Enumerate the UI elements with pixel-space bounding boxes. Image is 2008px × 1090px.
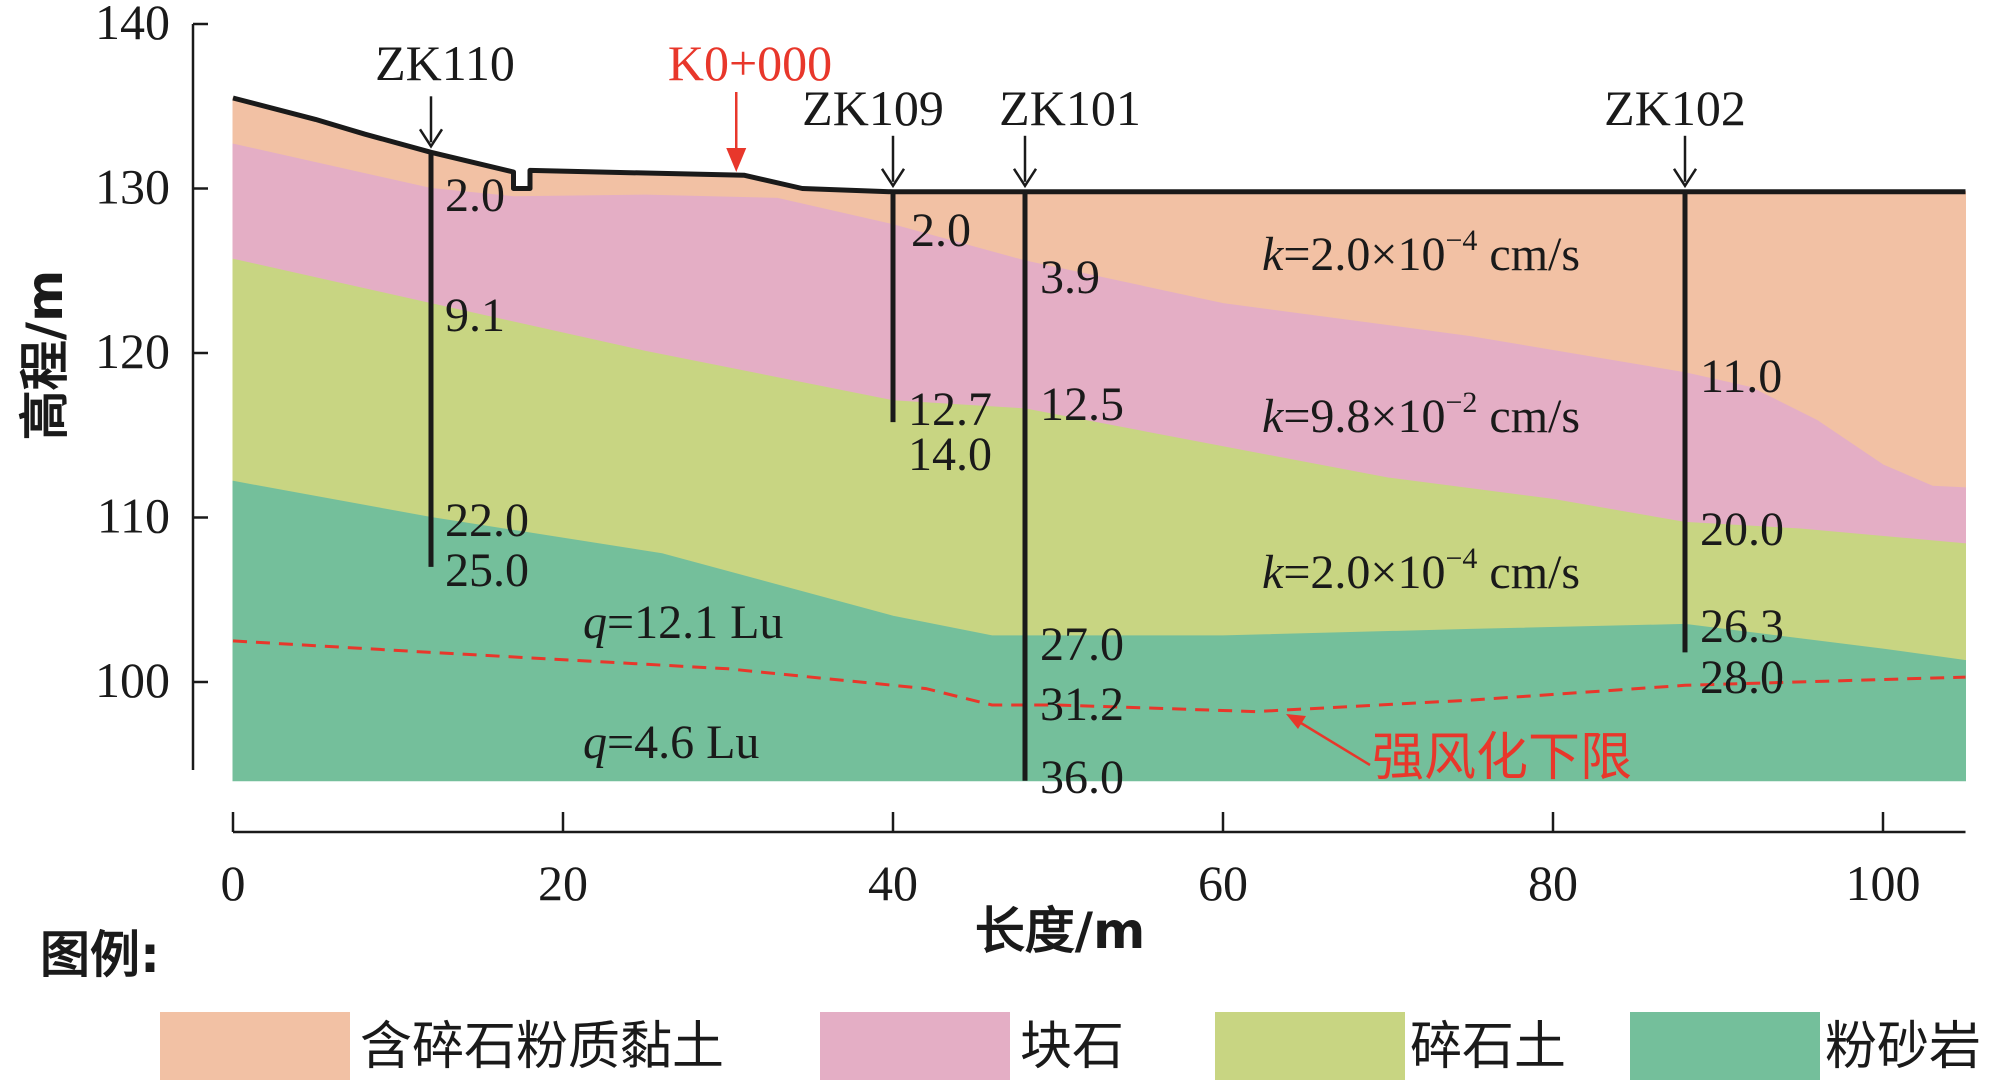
y-tick-label: 120: [95, 323, 170, 379]
boreholes-group: ZK110 2.0 9.1 22.025.0 ZK109 2.0 12.714.0 ZK101…: [375, 35, 1784, 804]
legend-swatch: [160, 1012, 350, 1080]
lugeon-annotation: q=12.1 Lu: [583, 596, 783, 649]
permeability-annotation: k=9.8×10−2 cm/s: [1262, 386, 1580, 443]
permeability-annotation: k=2.0×10−4 cm/s: [1262, 224, 1580, 281]
weathering-limit-group: 强风化下限: [232, 639, 1966, 788]
x-tick-label: 80: [1528, 855, 1578, 911]
strata-layers: [232, 97, 1966, 782]
permeability-annotation: k=2.0×10−4 cm/s: [1262, 542, 1580, 599]
depth-label: 31.2: [1040, 678, 1124, 731]
depth-label: 2.0: [911, 204, 971, 257]
depth-label: 14.0: [908, 428, 992, 481]
x-tick-label: 0: [221, 855, 246, 911]
depth-label: 36.0: [1040, 751, 1124, 804]
depth-label: 25.0: [445, 544, 529, 597]
chainage-arrowhead: [726, 148, 747, 172]
legend-swatch: [1215, 1012, 1405, 1080]
legend-label: 粉砂岩: [1825, 1017, 1981, 1077]
chainage-label: K0+000: [668, 35, 832, 91]
x-tick-label: 60: [1198, 855, 1248, 911]
layer-siltstone-fill: [232, 480, 1966, 782]
x-tick-label: 40: [868, 855, 918, 911]
depth-label: 12.7: [908, 383, 992, 436]
annotations-group: k=2.0×10−4 cm/s k=9.8×10−2 cm/s k=2.0×10−4…: [583, 224, 1580, 769]
x-tick-label: 100: [1846, 855, 1921, 911]
borehole-arrowhead: [1672, 168, 1698, 189]
legend-swatch: [820, 1012, 1010, 1080]
borehole-arrowhead: [1012, 168, 1038, 189]
y-axis-title: 高程/m: [16, 270, 74, 440]
borehole-arrowhead: [418, 128, 444, 149]
borehole-label: ZK110: [375, 35, 515, 91]
legend-label: 块石: [1020, 1017, 1124, 1077]
ground-surface-group: [232, 95, 1966, 195]
legend-swatch: [1630, 1012, 1820, 1080]
depth-label: 9.1: [445, 289, 505, 342]
y-tick-label: 100: [95, 652, 170, 708]
depth-label: 11.0: [1700, 350, 1782, 403]
legend-label: 碎石土: [1410, 1017, 1566, 1077]
y-tick-label: 140: [95, 0, 170, 50]
depth-label: 27.0: [1040, 618, 1124, 671]
borehole-label: ZK102: [1604, 80, 1746, 136]
weathering-leader-arrowhead: [1286, 714, 1306, 729]
legend-label: 含碎石粉质黏土: [360, 1017, 724, 1077]
borehole-arrowhead: [880, 168, 906, 189]
legend: 图例: 含碎石粉质黏土 块石 碎石土 粉砂岩: [40, 926, 1981, 1080]
depth-label: 28.0: [1700, 651, 1784, 704]
legend-title: 图例:: [40, 926, 160, 984]
weathering-limit-label: 强风化下限: [1372, 728, 1632, 788]
weathering-leader-line: [1295, 718, 1371, 767]
ground-surface-line: [232, 95, 1966, 195]
borehole-label: ZK109: [802, 80, 944, 136]
x-axis-title: 长度/m: [975, 902, 1145, 960]
depth-label: 3.9: [1040, 251, 1100, 304]
borehole-label: ZK101: [999, 80, 1141, 136]
depth-label: 20.0: [1700, 503, 1784, 556]
axes-group: 100 110 120 130 140 高程/m 0 20 40 60 80 100 长度/m: [16, 0, 1966, 960]
depth-label: 26.3: [1700, 600, 1784, 653]
y-tick-label: 130: [95, 159, 170, 215]
y-tick-label: 110: [97, 488, 170, 544]
depth-label: 2.0: [445, 169, 505, 222]
x-tick-label: 20: [538, 855, 588, 911]
depth-label: 12.5: [1040, 378, 1124, 431]
lugeon-annotation: q=4.6 Lu: [583, 716, 759, 769]
depth-label: 22.0: [445, 494, 529, 547]
